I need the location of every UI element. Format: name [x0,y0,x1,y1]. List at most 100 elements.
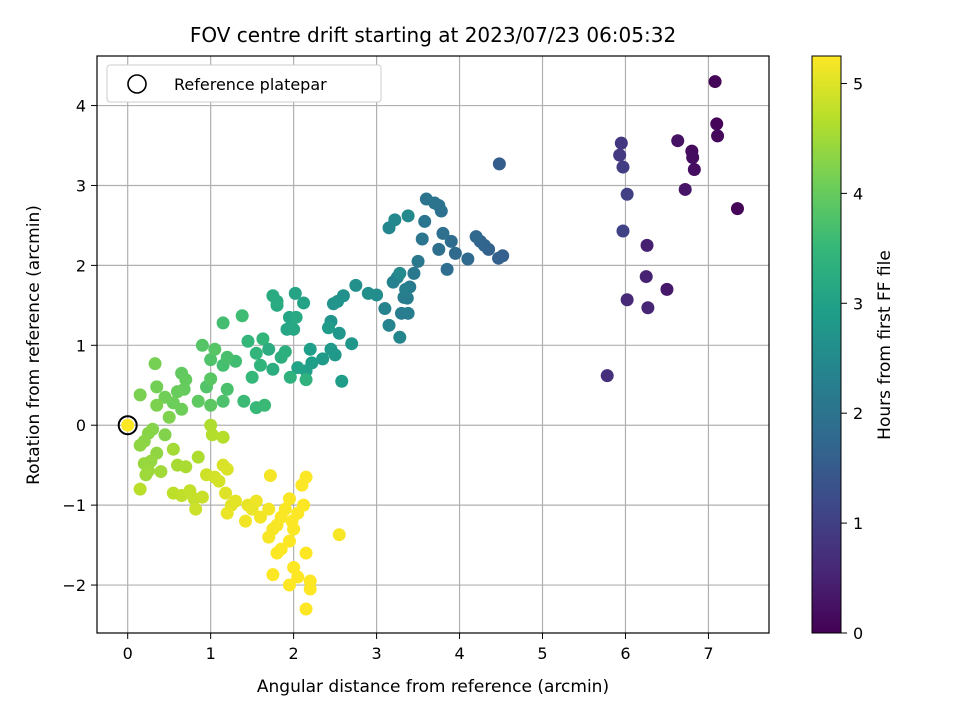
scatter-point [297,296,311,310]
scatter-point [262,530,276,544]
scatter-point [220,382,234,396]
colorbar-tick-label: 0 [853,624,863,643]
scatter-point [660,282,674,296]
scatter-point [461,252,475,266]
scatter-point [349,278,363,292]
plot-background [97,56,769,633]
scatter-point [393,330,407,344]
scatter-point [179,460,193,474]
scatter-point [711,129,725,143]
scatter-point [229,494,243,508]
scatter-point [378,302,392,316]
scatter-point [282,578,296,592]
scatter-point [345,337,359,351]
scatter-point [237,394,251,408]
scatter-point [332,326,346,340]
scatter-point [297,498,311,512]
scatter-point [263,469,277,483]
scatter-point [278,502,292,516]
scatter-point [303,582,317,596]
legend-label: Reference platepar [174,75,327,94]
scatter-point [219,486,233,500]
scatter-point [393,266,407,280]
x-tick-label: 4 [454,644,464,663]
scatter-point [324,342,338,356]
y-tick-label: 0 [76,416,86,435]
scatter-point [639,270,653,284]
scatter-point [148,357,162,371]
scatter-point [158,390,172,404]
scatter-point [208,342,222,356]
y-tick-label: −1 [62,496,86,515]
scatter-point [241,334,255,348]
reference-platepar-marker [117,415,138,436]
scatter-point [270,294,284,308]
scatter-point [335,374,349,388]
scatter-point [620,187,634,201]
scatter-point [216,430,230,444]
scatter-point [282,534,296,548]
scatter-point [266,568,280,582]
scatter-point [291,570,305,584]
scatter-point [220,462,234,476]
scatter-point [235,309,249,323]
scatter-point [154,465,168,479]
scatter-point [401,209,415,223]
scatter-point [399,282,413,296]
scatter-point [492,157,506,171]
scatter-point [258,398,272,412]
colorbar-tick-label: 3 [853,294,863,313]
scatter-point [150,398,164,412]
plot-frame [96,55,770,634]
y-tick-label: 4 [76,97,86,116]
scatter-point [388,213,402,227]
scatter-point [205,428,219,442]
legend-box [106,64,382,103]
x-tick-label: 2 [289,644,299,663]
scatter-point [249,494,263,508]
scatter-point [730,202,744,216]
scatter-point [256,332,270,346]
scatter-point [326,297,340,311]
scatter-point [158,428,172,442]
colorbar-tick-label: 4 [853,184,863,203]
scatter-point [253,358,267,372]
scatter-point [253,510,267,524]
scatter-point [321,321,335,335]
scatter-point [418,214,432,228]
scatter-point [204,398,218,412]
scatter-point [162,410,176,424]
scatter-point [189,502,203,516]
scatter-point [249,346,263,360]
y-axis-label: Rotation from reference (arcmin) [24,205,44,485]
scatter-point [166,442,180,456]
scatter-point [191,394,205,408]
scatter-point [382,318,396,332]
x-tick-label: 1 [206,644,216,663]
scatter-point [278,345,292,359]
scatter-point [616,160,630,174]
scatter-point [303,342,317,356]
scatter-point [671,134,685,148]
scatter-point [191,450,205,464]
colorbar-ticks: 0 1 2 3 4 5 [841,74,863,643]
scatter-point [492,251,506,265]
scatter-point [133,438,147,452]
scatter-point [444,234,458,248]
scatter-point [641,301,655,315]
grid [97,56,769,633]
scatter-point [139,468,153,482]
scatter-point [686,150,700,164]
scatter-point [204,418,218,432]
scatter-point [640,238,654,252]
scatter-point [220,506,234,520]
chart-title: FOV centre drift starting at 2023/07/23 … [190,23,676,47]
scatter-point [469,230,483,244]
scatter-point [411,254,425,268]
y-tick-label: 1 [76,336,86,355]
scatter-point [150,380,164,394]
scatter-point [133,482,147,496]
y-axis-ticks: −2 −1 0 1 2 3 4 [62,97,97,595]
scatter-point [419,192,433,206]
